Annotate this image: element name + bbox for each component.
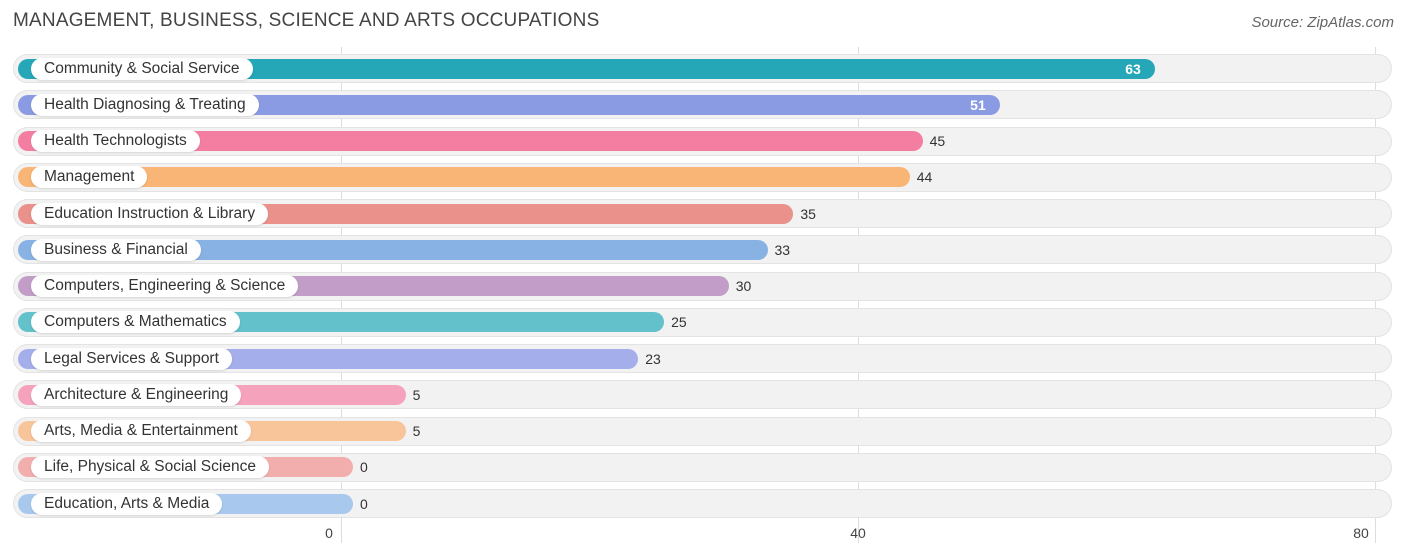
data-label: 5 [412, 386, 421, 403]
bar[interactable] [18, 131, 923, 151]
category-label: Education, Arts & Media [31, 492, 223, 515]
data-label: 25 [671, 314, 687, 331]
source-label: Source: ZipAtlas.com [1251, 14, 1394, 31]
data-label: 45 [929, 133, 946, 149]
x-tick-label: 0 [325, 525, 333, 541]
data-label: 63 [1125, 60, 1141, 77]
data-label: 44 [916, 169, 933, 186]
bar[interactable] [18, 239, 768, 260]
data-label: 0 [360, 459, 368, 476]
category-label: Community & Social Service [31, 57, 253, 80]
data-label: 35 [800, 205, 816, 222]
category-label: Architecture & Engineering [31, 383, 242, 406]
data-label: 33 [774, 241, 791, 258]
category-label: Legal Services & Support [31, 347, 232, 370]
category-label: Computers & Mathematics [31, 311, 240, 334]
category-label: Arts, Media & Entertainment [31, 420, 251, 442]
chart-title: MANAGEMENT, BUSINESS, SCIENCE AND ARTS O… [13, 10, 600, 31]
category-label: Health Diagnosing & Treating [31, 93, 259, 116]
category-label: Management [31, 166, 148, 189]
bar[interactable] [18, 167, 910, 188]
data-label: 51 [970, 96, 986, 113]
x-tick-label: 80 [1353, 525, 1369, 541]
bar[interactable] [18, 94, 1001, 115]
data-label: 5 [412, 423, 421, 439]
bar[interactable] [18, 58, 1156, 79]
category-label: Life, Physical & Social Science [31, 456, 269, 479]
category-label: Business & Financial [31, 238, 201, 261]
category-label: Computers, Engineering & Science [31, 275, 299, 297]
data-label: 30 [735, 278, 752, 294]
x-tick-label: 40 [850, 525, 866, 541]
category-label: Education Instruction & Library [31, 202, 269, 225]
data-label: 23 [645, 350, 661, 367]
data-label: 0 [360, 495, 368, 512]
category-label: Health Technologists [31, 130, 200, 152]
